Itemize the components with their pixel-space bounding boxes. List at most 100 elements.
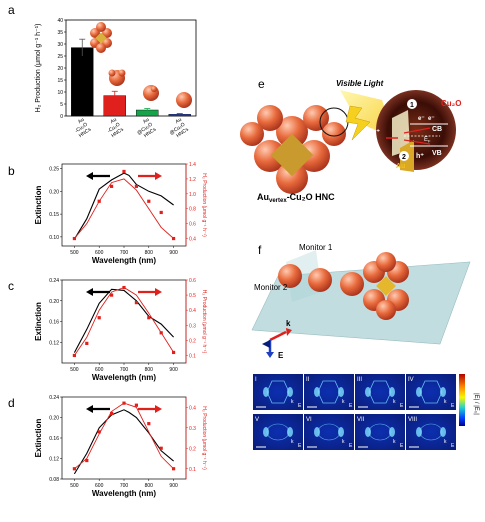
data-marker xyxy=(172,350,176,355)
y2-tick-label: 0.1 xyxy=(189,467,196,473)
tile-label: VI xyxy=(306,417,312,423)
panel-f-simulation: Monitor 1 Monitor 2 k E IkEIIkEIIIkEIVkE… xyxy=(251,243,479,450)
k-label: k xyxy=(393,439,396,445)
data-marker xyxy=(122,285,126,290)
e-label: E xyxy=(451,403,455,409)
line-chart-c: 500 600 700 800 900 0.12 0.16 0.20 0.24 0.1 0.2 0.3… xyxy=(34,278,207,382)
y-tick-label: 0.24 xyxy=(49,395,59,401)
field-map-background xyxy=(304,374,354,410)
field-hotspot xyxy=(440,427,446,437)
y2-tick-label: 0.4 xyxy=(189,237,196,243)
field-map-tile: VI kE xyxy=(304,414,354,450)
y2-tick-label: 1.4 xyxy=(189,162,196,168)
fermi-label: EF xyxy=(424,137,431,144)
field-map-tile: II kE xyxy=(304,374,354,410)
series-line xyxy=(73,409,174,475)
nanocrystal-icons xyxy=(90,22,192,108)
electron-label-2: e⁻ xyxy=(428,116,435,122)
data-marker xyxy=(85,458,89,463)
field-hotspot xyxy=(314,387,320,397)
field-map-tile: VII kE xyxy=(355,414,405,450)
y-tick-label-a: 10 xyxy=(57,90,63,96)
plot-frame-b xyxy=(61,163,187,247)
lightning-icon xyxy=(345,105,371,141)
tile-label: II xyxy=(306,377,310,383)
y-axis-label: Extinction xyxy=(34,419,43,458)
step-2-label: 2 xyxy=(402,154,406,161)
y2-tick-label: 0.4 xyxy=(189,405,196,411)
k-label: k xyxy=(444,439,447,445)
tile-label: V xyxy=(255,417,259,423)
tile-label: III xyxy=(357,377,362,383)
left-arrow-head xyxy=(86,405,93,413)
y-axis-label: Extinction xyxy=(34,186,43,225)
category-label: Au@Cu₂OHNCs xyxy=(165,116,190,141)
y-axis-label: Extinction xyxy=(34,302,43,341)
y-tick-label: 0.20 xyxy=(49,299,59,305)
y-tick-label: 0.20 xyxy=(49,189,59,195)
y2-axis-label: H₂ Production (μmol g⁻¹ h⁻¹) xyxy=(201,406,207,470)
data-marker xyxy=(72,353,76,358)
k-label: k xyxy=(342,439,345,445)
field-hotspot xyxy=(440,387,446,397)
data-marker xyxy=(134,184,138,188)
field-map-tile: VIII kE xyxy=(406,414,456,450)
y-tick-label-a: 5 xyxy=(60,102,63,108)
hole-label-left: h⁺ xyxy=(372,129,380,136)
e-label: E xyxy=(400,403,404,409)
field-hotspot xyxy=(287,427,293,437)
x-tick-label: 500 xyxy=(70,367,79,373)
field-map-tile: IkE xyxy=(253,374,303,410)
data-marker xyxy=(147,199,151,203)
series-line xyxy=(74,287,174,356)
field-map-background xyxy=(355,374,405,410)
nanocrystal-icon-3 xyxy=(143,85,159,101)
field-map-background xyxy=(304,414,354,450)
field-map-background xyxy=(253,414,303,450)
field-hotspot xyxy=(416,387,422,397)
y2-tick-label: 0.6 xyxy=(189,222,196,228)
panel-e-schematic: Auvertex-Cu₂O HNC Visible Light Cu₂O CB … xyxy=(240,79,461,204)
y-tick-label-a: 0 xyxy=(60,114,63,120)
y-tick-label-a: 15 xyxy=(57,78,63,84)
colorbar xyxy=(459,374,465,426)
step-2-marker xyxy=(399,151,409,161)
x-axis-label: Wavelength (nm) xyxy=(92,256,156,265)
x-tick-label: 700 xyxy=(120,250,129,256)
y-tick-label: 0.25 xyxy=(49,167,59,173)
y2-tick-label: 0.2 xyxy=(189,446,196,452)
y-tick-label: 0.16 xyxy=(49,320,59,326)
y-tick-label: 0.10 xyxy=(49,235,59,241)
line-chart-d: 500 600 700 800 900 0.08 0.12 0.16 0.20 0.24 0.1 0.… xyxy=(34,395,207,498)
panel-label-e: e xyxy=(258,77,265,91)
data-marker xyxy=(97,316,101,320)
e-label: E xyxy=(400,443,404,449)
electron-label-1: e⁻ xyxy=(418,116,425,122)
step-1-label: 1 xyxy=(410,102,414,109)
data-marker xyxy=(110,293,114,297)
panel-label-c: c xyxy=(8,279,14,293)
y2-tick-label: 0.3 xyxy=(189,426,196,432)
y-tick-label-a: 30 xyxy=(57,42,63,48)
y-axis-label-a: H₂ Production (μmol g⁻¹ h⁻¹) xyxy=(35,24,42,113)
bar xyxy=(71,47,94,117)
e-label: E xyxy=(349,403,353,409)
y2-tick-label: 0.5 xyxy=(189,293,196,299)
field-hotspot xyxy=(338,427,344,437)
e-vector-label: E xyxy=(278,351,284,360)
data-marker xyxy=(159,331,163,335)
panel-label-f: f xyxy=(258,243,262,257)
k-label: k xyxy=(291,399,294,405)
series-line xyxy=(73,172,174,240)
series-line xyxy=(74,178,174,239)
left-arrow-head xyxy=(86,172,93,180)
y-tick-label-a: 40 xyxy=(57,18,63,24)
e-label: E xyxy=(451,443,455,449)
field-hotspot xyxy=(365,427,371,437)
x-tick-label: 800 xyxy=(145,250,154,256)
field-map-background xyxy=(406,414,456,450)
k-label: k xyxy=(444,399,447,405)
data-marker xyxy=(159,446,163,450)
